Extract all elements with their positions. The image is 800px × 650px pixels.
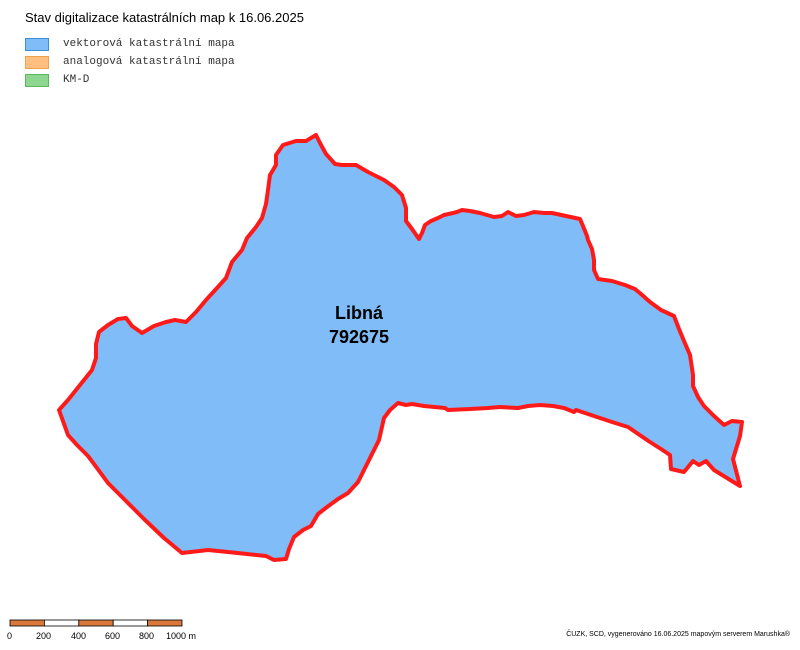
map-title: Stav digitalizace katastrálních map k 16… [25,10,304,25]
scale-segment [147,619,183,627]
legend-swatch-analog [25,55,49,69]
legend-label: analogová katastrální mapa [63,56,235,68]
scale-segment [44,619,80,627]
legend-swatch-kmd [25,73,49,87]
scale-segment [78,619,114,627]
scale-label: 800 [139,631,155,641]
scale-segment [9,619,45,627]
region-name-label: Libná [335,303,384,323]
scale-label: 0 [7,631,13,641]
scale-label: 400 [71,631,87,641]
scale-label: 600 [105,631,121,641]
map-credit: ČUZK, SCD, vygenerováno 16.06.2025 mapov… [566,631,790,638]
region-code-label: 792675 [329,327,389,347]
scale-label: 1000 m [166,631,197,641]
legend-label: KM-D [63,74,90,86]
legend-item-analog: analogová katastrální mapa [25,53,235,71]
legend-item-vector: vektorová katastrální mapa [25,35,235,53]
legend-swatch-vector [25,37,49,51]
cadastral-area-polygon[interactable] [57,133,744,562]
legend-label: vektorová katastrální mapa [63,38,235,50]
scale-label: 200 [36,631,52,641]
scale-bar [9,619,183,627]
scale-segment [112,619,148,627]
legend: vektorová katastrální mapa analogová kat… [25,35,235,89]
legend-item-kmd: KM-D [25,71,235,89]
